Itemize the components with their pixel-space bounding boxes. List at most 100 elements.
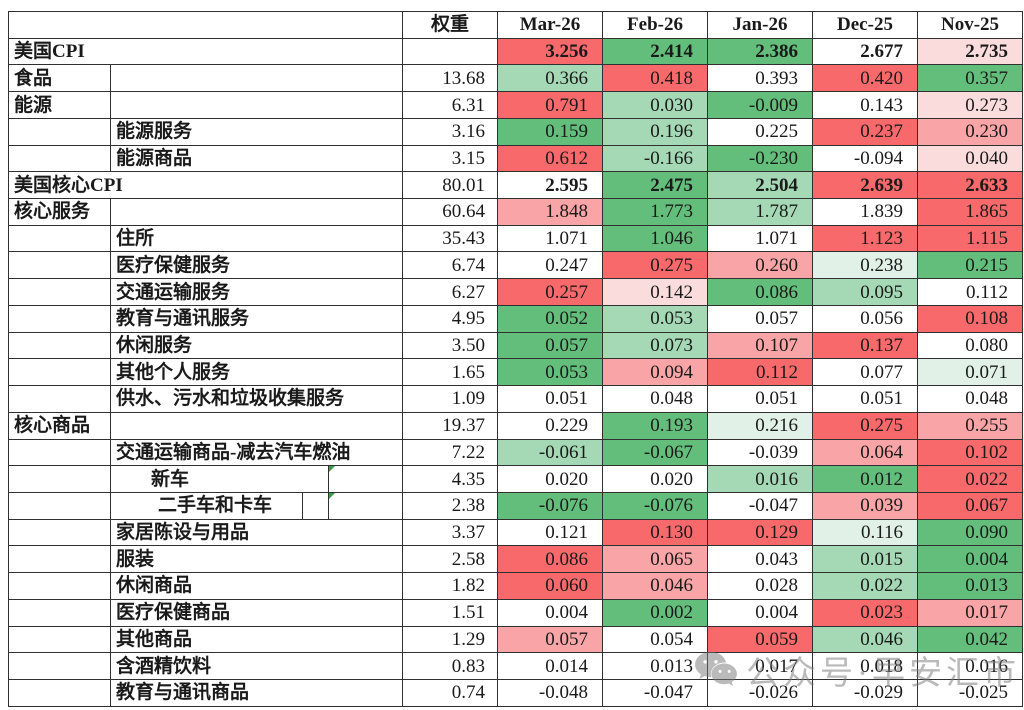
value-cell: 0.159 — [498, 118, 603, 146]
value-cell: 0.048 — [918, 386, 1023, 413]
row-label: 能源 — [9, 92, 111, 119]
value-cell: 1.123 — [813, 225, 918, 253]
table-row: 教育与通讯服务 4.95 0.052 0.053 0.057 0.056 0.108 — [9, 305, 1023, 333]
weight-cell: 1.09 — [403, 386, 498, 413]
value-cell: 0.040 — [918, 145, 1023, 173]
value-cell: 0.225 — [708, 118, 813, 146]
row-label: 美国CPI — [9, 38, 403, 66]
value-cell: 0.612 — [498, 145, 603, 173]
row-label: 其他个人服务 — [111, 359, 403, 387]
value-cell: 0.057 — [498, 332, 603, 360]
value-cell: 0.030 — [603, 92, 708, 119]
month-column-header: Mar-26 — [498, 12, 603, 39]
row-label: 服装 — [111, 546, 403, 574]
weight-cell: 2.58 — [403, 546, 498, 574]
value-cell: 0.023 — [813, 599, 918, 627]
value-cell: 0.016 — [708, 466, 813, 493]
weight-cell: 6.74 — [403, 252, 498, 280]
month-column-header: Jan-26 — [708, 12, 813, 39]
value-cell: 0.108 — [918, 305, 1023, 333]
value-cell: 0.065 — [603, 546, 708, 574]
value-cell: 0.053 — [603, 305, 708, 333]
table-row: 美国核心CPI 80.01 2.595 2.475 2.504 2.639 2.633 — [9, 172, 1023, 200]
table-row: 新车 4.35 0.020 0.020 0.016 0.012 0.022 — [9, 466, 1023, 493]
value-cell: 2.386 — [708, 38, 813, 66]
value-cell: 0.056 — [813, 305, 918, 333]
value-cell: 0.275 — [603, 252, 708, 280]
value-cell: 1.839 — [813, 199, 918, 226]
empty-cell — [9, 145, 111, 173]
value-cell: 0.112 — [918, 279, 1023, 306]
corner-cell — [9, 12, 403, 39]
table-row: 供水、污水和垃圾收集服务 1.09 0.051 0.048 0.051 0.051 0.04… — [9, 386, 1023, 413]
value-cell: 0.046 — [813, 626, 918, 654]
row-label: 新车 — [111, 466, 329, 493]
weight-cell: 1.29 — [403, 626, 498, 654]
value-cell: 0.238 — [813, 252, 918, 280]
weight-cell: 3.16 — [403, 118, 498, 146]
value-cell: -0.009 — [708, 92, 813, 119]
value-cell: 0.057 — [708, 305, 813, 333]
value-cell: 0.039 — [813, 492, 918, 520]
row-label: 能源服务 — [111, 118, 403, 146]
empty-cell — [9, 386, 111, 413]
value-cell: -0.061 — [498, 439, 603, 467]
value-cell: 0.086 — [708, 279, 813, 306]
value-cell: 0.022 — [813, 573, 918, 600]
value-cell: 0.048 — [603, 386, 708, 413]
row-label: 含酒精饮料 — [111, 653, 403, 680]
value-cell: 0.013 — [603, 653, 708, 680]
table-row: 休闲商品 1.82 0.060 0.046 0.028 0.022 0.013 — [9, 573, 1023, 600]
weight-cell: 80.01 — [403, 172, 498, 200]
value-cell: 0.077 — [813, 359, 918, 387]
value-cell: 0.017 — [918, 599, 1023, 627]
table-row: 家居陈设与用品 3.37 0.121 0.130 0.129 0.116 0.090 — [9, 519, 1023, 547]
value-cell: -0.047 — [603, 679, 708, 707]
empty-cell — [9, 439, 111, 467]
value-cell: 0.260 — [708, 252, 813, 280]
month-column-header: Feb-26 — [603, 12, 708, 39]
value-cell: 1.865 — [918, 199, 1023, 226]
row-label: 交通运输商品-减去汽车燃油 — [111, 439, 403, 467]
value-cell: 0.273 — [918, 92, 1023, 119]
value-cell: 0.053 — [498, 359, 603, 387]
empty-cell — [9, 332, 111, 360]
table-row: 食品 13.68 0.366 0.418 0.393 0.420 0.357 — [9, 65, 1023, 93]
weight-cell: 4.35 — [403, 466, 498, 493]
table-row: 能源服务 3.16 0.159 0.196 0.225 0.237 0.230 — [9, 118, 1023, 146]
empty-cell — [9, 492, 111, 520]
value-cell: 0.791 — [498, 92, 603, 119]
empty-cell — [111, 92, 403, 119]
empty-cell — [9, 279, 111, 306]
value-cell: 0.193 — [603, 412, 708, 440]
value-cell: 0.013 — [918, 573, 1023, 600]
empty-cell — [9, 225, 111, 253]
value-cell: 0.116 — [813, 519, 918, 547]
value-cell: 0.004 — [918, 546, 1023, 574]
weight-cell: 0.83 — [403, 653, 498, 680]
table-row: 二手车和卡车 2.38 -0.076 -0.076 -0.047 0.039 0.067 — [9, 492, 1023, 520]
row-label: 二手车和卡车 — [111, 492, 303, 520]
value-cell: 1.071 — [708, 225, 813, 253]
empty-cell — [9, 118, 111, 146]
value-cell: 0.255 — [918, 412, 1023, 440]
value-cell: 0.004 — [708, 599, 813, 627]
table-row: 医疗保健商品 1.51 0.004 0.002 0.004 0.023 0.017 — [9, 599, 1023, 627]
value-cell: -0.029 — [813, 679, 918, 707]
table-row: 能源商品 3.15 0.612 -0.166 -0.230 -0.094 0.040 — [9, 145, 1023, 173]
value-cell: 0.102 — [918, 439, 1023, 467]
value-cell: 0.094 — [603, 359, 708, 387]
value-cell: 2.677 — [813, 38, 918, 66]
value-cell: 0.418 — [603, 65, 708, 93]
empty-cell — [9, 466, 111, 493]
value-cell: 0.080 — [918, 332, 1023, 360]
empty-cell — [9, 573, 111, 600]
value-cell: -0.230 — [708, 145, 813, 173]
weight-cell: 4.95 — [403, 305, 498, 333]
row-label: 交通运输服务 — [111, 279, 403, 306]
value-cell: 0.143 — [813, 92, 918, 119]
value-cell: 0.060 — [498, 573, 603, 600]
table-row: 能源 6.31 0.791 0.030 -0.009 0.143 0.273 — [9, 92, 1023, 119]
table-row: 美国CPI 3.256 2.414 2.386 2.677 2.735 — [9, 38, 1023, 66]
